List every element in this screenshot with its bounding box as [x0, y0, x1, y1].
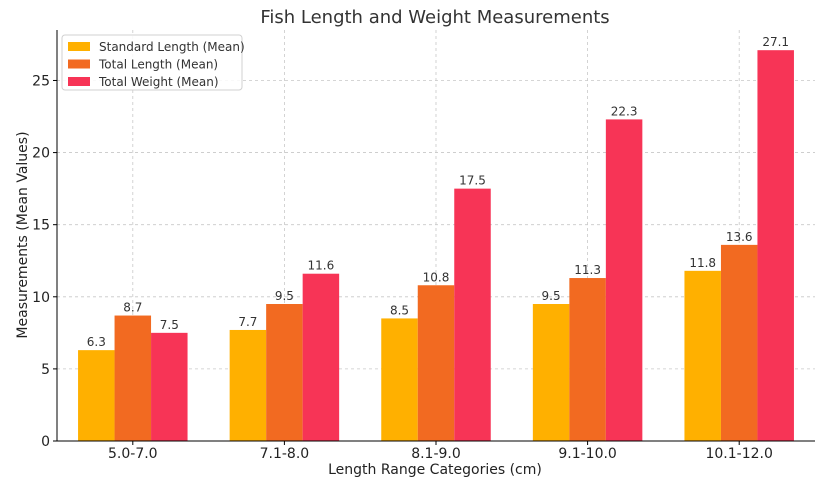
legend-box	[61, 34, 243, 91]
bar	[454, 188, 491, 441]
data-label: 13.6	[726, 230, 753, 244]
legend-swatch	[68, 59, 90, 69]
data-label: 17.5	[459, 174, 486, 188]
data-label: 11.6	[308, 259, 335, 273]
data-label: 11.3	[574, 263, 601, 277]
y-tick-label: 5	[41, 362, 50, 378]
bar	[302, 273, 340, 441]
data-label: 27.1	[762, 35, 789, 49]
data-label: 7.5	[160, 318, 179, 332]
data-labels: 6.3 8.7 7.5 7.7 9.5 11.6 8.5 10.8 17.5 9.5 11.3 22.…	[87, 35, 789, 349]
data-label: 10.8	[423, 270, 450, 284]
legend-entry: Standard Length (Mean)	[99, 40, 245, 54]
y-tick-label: 15	[32, 218, 50, 234]
legend-swatch	[68, 77, 90, 86]
x-axis-label: Length Range Categories (cm)	[328, 462, 542, 478]
bar	[569, 278, 606, 441]
bar	[151, 332, 188, 441]
legend: Standard Length (Mean) Total Length (Mean…	[61, 34, 245, 91]
bar	[605, 119, 643, 442]
data-label: 6.3	[87, 335, 106, 349]
y-tick-label: 20	[32, 146, 50, 162]
data-label: 8.5	[390, 303, 409, 317]
bar	[720, 244, 758, 441]
y-tick-label: 0	[41, 434, 50, 450]
y-tick-label: 10	[32, 290, 50, 306]
data-label: 9.5	[275, 289, 294, 303]
y-axis-label: Measurements (Mean Values)	[15, 131, 31, 338]
bars	[78, 50, 794, 442]
bar	[266, 304, 303, 441]
legend-entry: Total Weight (Mean)	[98, 75, 219, 89]
bar	[78, 350, 115, 441]
bar	[684, 270, 721, 441]
x-tick-label: 5.0-7.0	[108, 446, 158, 462]
data-label: 8.7	[123, 301, 142, 315]
x-tick-label: 10.1-12.0	[705, 446, 772, 462]
x-tick-label: 9.1-10.0	[558, 446, 617, 462]
y-tick-label: 25	[32, 73, 50, 89]
bar	[114, 315, 152, 441]
data-label: 7.7	[238, 315, 257, 329]
x-tick-label: 7.1-8.0	[260, 446, 310, 462]
axes: 0 5 10 15 20 25 5.0-7.0 7.1-8.0 8.1-9.0 9.1-10.0 1…	[32, 30, 815, 462]
bar	[757, 50, 794, 441]
bar	[417, 285, 455, 441]
data-label: 22.3	[611, 104, 638, 118]
data-label: 9.5	[542, 289, 561, 303]
chart-title: Fish Length and Weight Measurements	[260, 7, 609, 28]
bar	[381, 318, 418, 441]
legend-swatch	[68, 42, 90, 51]
x-tick-label: 8.1-9.0	[411, 446, 461, 462]
legend-entry: Total Length (Mean)	[98, 58, 218, 72]
bar	[229, 329, 267, 441]
bar	[532, 304, 570, 441]
data-label: 11.8	[689, 256, 716, 270]
